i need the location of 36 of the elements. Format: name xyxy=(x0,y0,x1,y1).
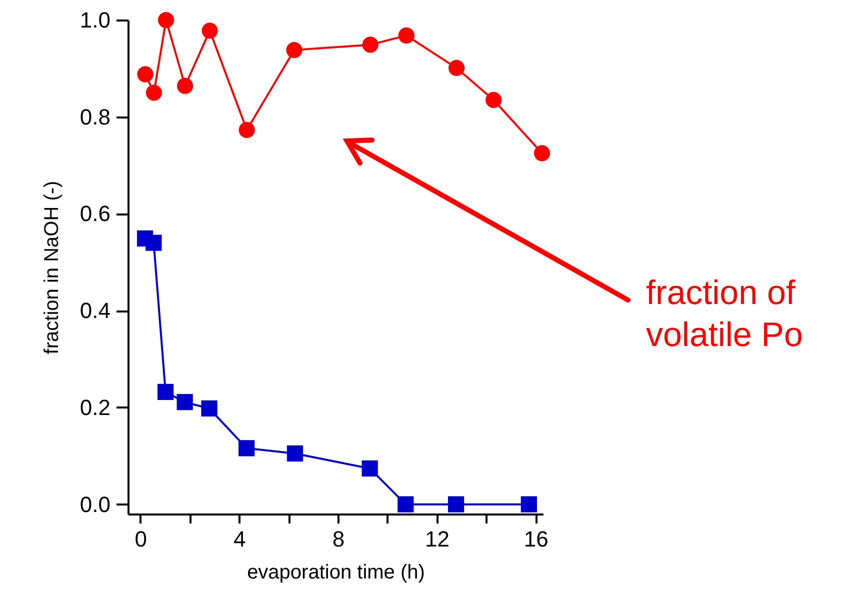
x-tick-label: 0 xyxy=(134,526,147,552)
point xyxy=(534,145,550,162)
point xyxy=(137,66,154,82)
point xyxy=(202,22,218,39)
point xyxy=(398,496,414,512)
x-tick-label: 8 xyxy=(332,526,345,552)
x-tick-label: 16 xyxy=(524,526,548,552)
point xyxy=(158,12,174,28)
point xyxy=(286,42,302,58)
point xyxy=(201,400,218,416)
point xyxy=(286,445,304,462)
point xyxy=(146,234,162,251)
point xyxy=(448,60,465,76)
point xyxy=(448,496,464,512)
point xyxy=(486,92,502,108)
y-tick-label: 1.0 xyxy=(80,8,110,32)
point xyxy=(520,496,537,512)
y-axis-title: fraction in NaOH (-) xyxy=(40,180,63,354)
y-tick-label: 0.4 xyxy=(80,298,110,324)
point xyxy=(176,394,193,410)
point xyxy=(362,460,378,477)
y-tick-label: 0.2 xyxy=(80,394,110,420)
point xyxy=(398,27,414,44)
point xyxy=(177,78,194,94)
y-tick-label: 0.6 xyxy=(80,201,110,226)
point xyxy=(238,440,255,456)
point xyxy=(362,36,378,53)
point xyxy=(146,84,162,101)
x-tick-label: 12 xyxy=(425,526,450,552)
y-tick-label: 0.0 xyxy=(80,492,110,517)
y-tick-label: 0.8 xyxy=(80,104,110,130)
point xyxy=(157,384,174,400)
text: fraction of volatile Po xyxy=(646,273,803,356)
x-tick-label: 4 xyxy=(234,526,246,552)
x-axis-title: evaporation time (h) xyxy=(247,562,425,584)
point xyxy=(238,122,255,138)
